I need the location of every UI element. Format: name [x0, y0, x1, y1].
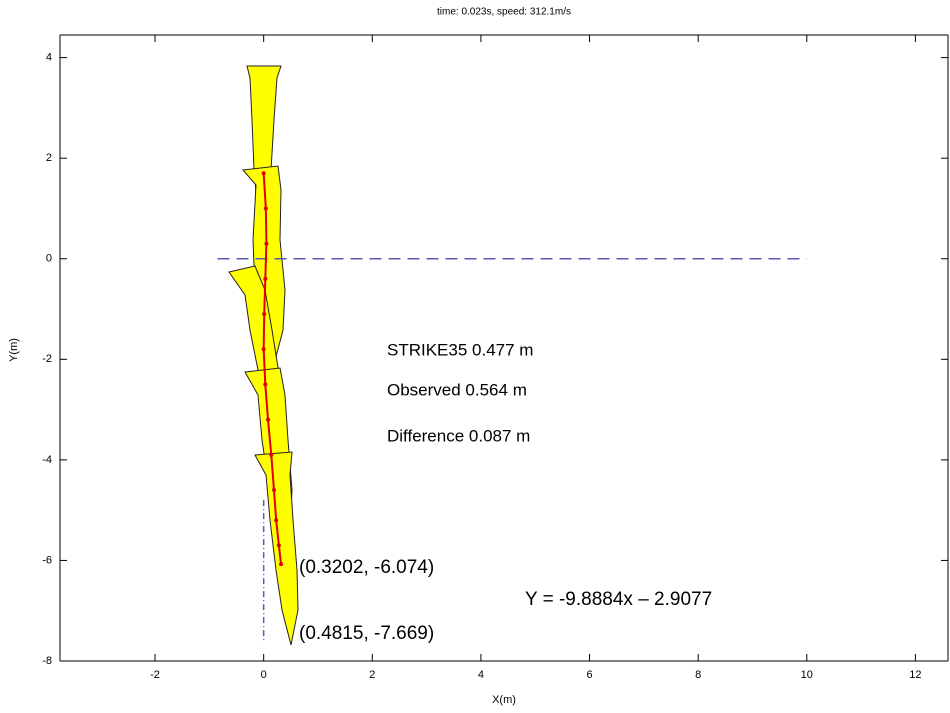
y-tick-label: 2 [46, 152, 52, 164]
chart-title: time: 0.023s, speed: 312.1m/s [437, 7, 571, 18]
projectile [254, 451, 299, 646]
trajectory-point [262, 312, 267, 317]
x-tick-label: 2 [369, 669, 375, 681]
plot-area [59, 34, 949, 662]
x-tick-label: 12 [909, 669, 921, 681]
trajectory-point [279, 562, 284, 567]
y-tick-label: -6 [42, 554, 52, 566]
trajectory-point [263, 276, 268, 281]
projectile [242, 165, 286, 374]
x-tick-label: 0 [261, 669, 267, 681]
annotation: Observed 0.564 m [387, 380, 527, 399]
projectile-outlines [228, 65, 299, 646]
annotation: (0.4815, -7.669) [299, 623, 434, 644]
annotation: Y = -9.8884x – 2.9077 [525, 589, 712, 610]
trajectory-point [269, 452, 274, 457]
x-tick-label: 8 [695, 669, 701, 681]
trajectory-point [274, 518, 279, 523]
trajectory-point [263, 206, 268, 211]
x-tick-label: 10 [801, 669, 813, 681]
trajectory-point [276, 543, 281, 548]
trajectory-point [263, 382, 268, 387]
y-tick-label: -2 [42, 353, 52, 365]
x-axis-label: X(m) [492, 694, 516, 706]
annotation: (0.3202, -6.074) [299, 557, 434, 578]
y-tick-label: -8 [42, 655, 52, 667]
trajectory-point [261, 347, 266, 352]
x-tick-label: 6 [586, 669, 592, 681]
y-tick-label: -4 [42, 454, 52, 466]
trajectory-point [266, 417, 271, 422]
annotation: STRIKE35 0.477 m [387, 340, 533, 359]
annotation: Difference 0.087 m [387, 426, 530, 445]
y-tick-label: 0 [46, 253, 52, 265]
trajectory-point [264, 241, 269, 246]
y-tick-label: 4 [46, 52, 52, 64]
x-tick-label: -2 [150, 669, 160, 681]
x-tick-label: 4 [478, 669, 484, 681]
y-axis-label: Y(m) [8, 338, 20, 362]
trajectory-point [271, 488, 276, 493]
trajectory-point [261, 171, 266, 176]
